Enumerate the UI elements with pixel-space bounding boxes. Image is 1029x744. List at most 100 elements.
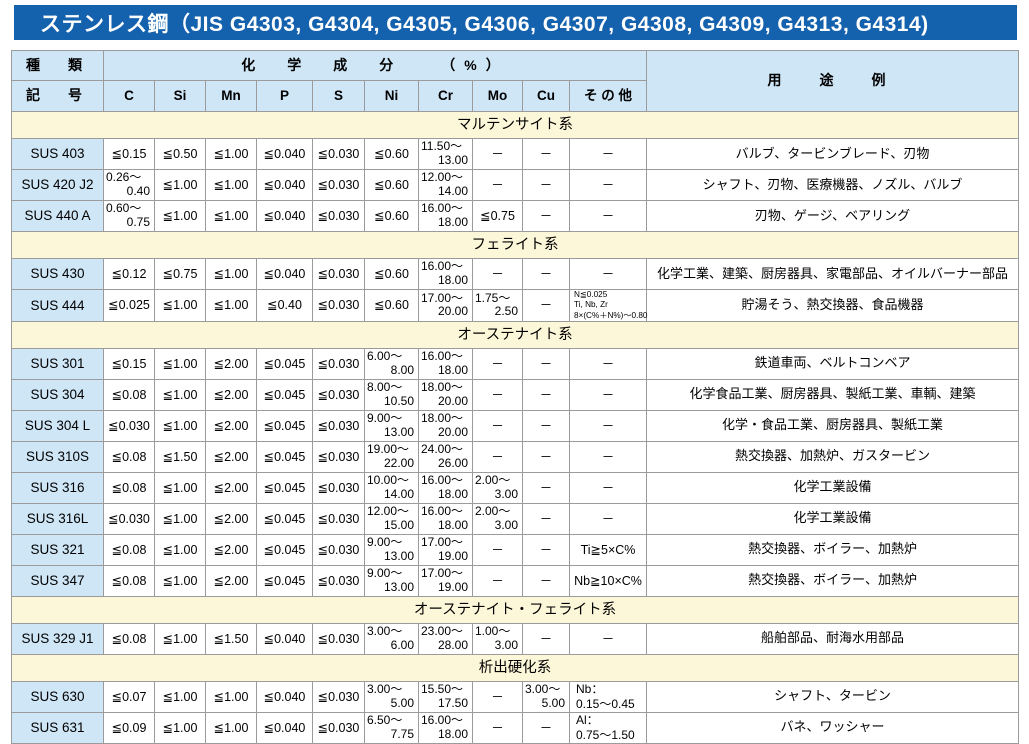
cell-cu: － <box>522 471 570 504</box>
cell-mo: － <box>472 409 523 442</box>
cell-cu: － <box>522 409 570 442</box>
table-row: SUS 430 ≦0.12 ≦0.75 ≦1.00 ≦0.040 ≦0.030 ≦0.60 1… <box>11 258 1020 290</box>
cell-p: ≦0.045 <box>256 440 313 473</box>
cell-p: ≦0.040 <box>256 138 313 170</box>
cell-other: － <box>568 138 648 170</box>
cell-s: ≦0.030 <box>312 622 365 655</box>
cell-s: ≦0.030 <box>312 471 365 504</box>
cell-cr: 17.00～ 19.00 <box>418 533 473 566</box>
grade-cell: SUS 430 <box>11 258 104 290</box>
cell-ni: 9.00～ 13.00 <box>364 564 419 597</box>
header-col-si: Si <box>154 80 206 112</box>
section-header-row: オーステナイト・フェライト系 <box>10 595 1020 624</box>
table-row: SUS 403 ≦0.15 ≦0.50 ≦1.00 ≦0.040 ≦0.030 ≦0.60 1… <box>11 138 1020 170</box>
cell-cu: － <box>522 564 570 597</box>
cell-cr: 16.00～ 18.00 <box>418 258 473 290</box>
cell-s: ≦0.030 <box>312 409 365 442</box>
cell-other: － <box>568 200 648 232</box>
section-title: フェライト系 <box>10 231 1020 259</box>
cell-s: ≦0.030 <box>312 169 365 201</box>
cell-mo: － <box>472 378 523 411</box>
cell-c: ≦0.08 <box>103 471 155 504</box>
table-row: SUS 329 J1 ≦0.08 ≦1.00 ≦1.50 ≦0.040 ≦0.030 3.0… <box>11 622 1020 655</box>
cell-usage: バルブ、タービンブレード、刃物 <box>646 138 1020 170</box>
cell-mo: － <box>472 711 523 744</box>
cell-p: ≦0.045 <box>256 533 313 566</box>
cell-usage: バネ、ワッシャー <box>646 711 1020 744</box>
table-row: SUS 440 A 0.60～ 0.75 ≦1.00 ≦1.00 ≦0.040 ≦0.030… <box>11 200 1020 232</box>
table-row: SUS 321 ≦0.08 ≦1.00 ≦2.00 ≦0.045 ≦0.030 9.00～ 1… <box>11 533 1020 566</box>
cell-si: ≦1.00 <box>154 200 206 232</box>
cell-p: ≦0.040 <box>256 680 313 713</box>
cell-cr: 16.00～ 18.00 <box>418 471 473 504</box>
cell-usage: 船舶部品、耐海水用部品 <box>646 622 1020 655</box>
grade-cell: SUS 304 L <box>11 409 104 442</box>
cell-si: ≦0.75 <box>154 258 206 290</box>
stainless-steel-spec-table: 種 類 化 学 成 分 （%） 用 途 例 記 号 C Si Mn P S Ni… <box>10 50 1020 744</box>
cell-cu: － <box>522 440 570 473</box>
cell-p: ≦0.040 <box>256 200 313 232</box>
cell-usage: シャフト、タービン <box>646 680 1020 713</box>
cell-mn: ≦2.00 <box>205 378 257 411</box>
page-title: ステンレス鋼（JIS G4303, G4304, G4305, G4306, G… <box>14 5 1017 40</box>
cell-ni: 9.00～ 13.00 <box>364 533 419 566</box>
table-body: マルテンサイト系 SUS 403 ≦0.15 ≦0.50 ≦1.00 ≦0.040 ≦0.0… <box>10 111 1020 744</box>
table-row: SUS 347 ≦0.08 ≦1.00 ≦2.00 ≦0.045 ≦0.030 9.00～ 1… <box>11 564 1020 597</box>
grade-cell: SUS 301 <box>11 347 104 380</box>
table-row: SUS 316 ≦0.08 ≦1.00 ≦2.00 ≦0.045 ≦0.030 10.00～… <box>11 471 1020 504</box>
cell-cr: 16.00～ 18.00 <box>418 711 473 744</box>
cell-mo: － <box>472 169 523 201</box>
header-col-c: C <box>103 80 155 112</box>
cell-ni: 10.00～ 14.00 <box>364 471 419 504</box>
cell-si: ≦1.50 <box>154 440 206 473</box>
grade-cell: SUS 444 <box>11 289 104 322</box>
cell-si: ≦1.00 <box>154 502 206 535</box>
section-title: 析出硬化系 <box>10 653 1020 682</box>
cell-p: ≦0.045 <box>256 347 313 380</box>
cell-si: ≦1.00 <box>154 711 206 744</box>
cell-c: ≦0.025 <box>103 289 155 322</box>
cell-c: ≦0.08 <box>103 622 155 655</box>
cell-mo: － <box>472 138 523 170</box>
header-col-mo: Mo <box>472 80 523 112</box>
cell-ni: ≦0.60 <box>364 289 419 322</box>
table-row: SUS 630 ≦0.07 ≦1.00 ≦1.00 ≦0.040 ≦0.030 3.00～ 5… <box>11 680 1020 713</box>
cell-other: － <box>568 471 648 504</box>
cell-p: ≦0.045 <box>256 502 313 535</box>
cell-cu: － <box>522 347 570 380</box>
cell-ni: 3.00～ 6.00 <box>364 622 419 655</box>
cell-mo: － <box>472 347 523 380</box>
cell-c: ≦0.030 <box>103 409 155 442</box>
cell-ni: 3.00～ 5.00 <box>364 680 419 713</box>
cell-mn: ≦2.00 <box>205 409 257 442</box>
cell-si: ≦1.00 <box>154 347 206 380</box>
cell-other: Al： 0.75～1.50 <box>568 711 648 744</box>
table-row: SUS 420 J2 0.26～ 0.40 ≦1.00 ≦1.00 ≦0.040 ≦0.03… <box>11 169 1020 201</box>
cell-mo: 1.75～ 2.50 <box>472 289 523 322</box>
cell-ni: ≦0.60 <box>364 138 419 170</box>
section-title: マルテンサイト系 <box>10 111 1020 139</box>
cell-ni: 9.00～ 13.00 <box>364 409 419 442</box>
cell-si: ≦1.00 <box>154 289 206 322</box>
cell-s: ≦0.030 <box>312 138 365 170</box>
cell-mn: ≦2.00 <box>205 347 257 380</box>
cell-other: － <box>568 409 648 442</box>
cell-usage: 鉄道車両、ベルトコンベア <box>646 347 1020 380</box>
header-col-p: P <box>256 80 313 112</box>
cell-other: Ti≧5×C% <box>568 533 648 566</box>
cell-cr: 12.00～ 14.00 <box>418 169 473 201</box>
header-col-other: そ の 他 <box>568 80 648 112</box>
table-row: SUS 301 ≦0.15 ≦1.00 ≦2.00 ≦0.045 ≦0.030 6.00～ 8… <box>11 347 1020 380</box>
header-col-ni: Ni <box>364 80 419 112</box>
cell-mn: ≦2.00 <box>205 471 257 504</box>
cell-mo: － <box>472 440 523 473</box>
table-head: 種 類 化 学 成 分 （%） 用 途 例 記 号 C Si Mn P S Ni… <box>11 50 1020 112</box>
cell-c: ≦0.08 <box>103 440 155 473</box>
cell-p: ≦0.040 <box>256 711 313 744</box>
header-col-cr: Cr <box>418 80 473 112</box>
grade-cell: SUS 403 <box>11 138 104 170</box>
cell-other: － <box>568 378 648 411</box>
grade-cell: SUS 310S <box>11 440 104 473</box>
cell-cu: － <box>522 258 570 290</box>
cell-other: － <box>568 169 648 201</box>
